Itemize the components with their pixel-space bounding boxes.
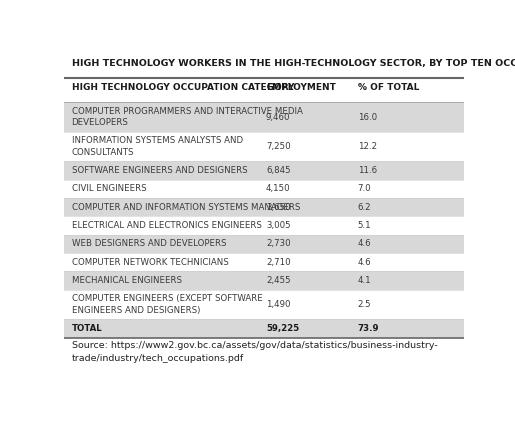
Text: HIGH TECHNOLOGY OCCUPATION CATEGORY: HIGH TECHNOLOGY OCCUPATION CATEGORY — [72, 83, 294, 92]
Text: INFORMATION SYSTEMS ANALYSTS AND
CONSULTANTS: INFORMATION SYSTEMS ANALYSTS AND CONSULT… — [72, 136, 243, 157]
Text: 9,460: 9,460 — [266, 113, 290, 122]
Text: COMPUTER AND INFORMATION SYSTEMS MANAGERS: COMPUTER AND INFORMATION SYSTEMS MANAGER… — [72, 203, 300, 212]
Text: CIVIL ENGINEERS: CIVIL ENGINEERS — [72, 184, 146, 193]
Text: 7.0: 7.0 — [358, 184, 371, 193]
Text: 2.5: 2.5 — [358, 300, 371, 309]
FancyBboxPatch shape — [64, 319, 464, 338]
Text: 4.1: 4.1 — [358, 276, 371, 285]
Text: 4.6: 4.6 — [358, 240, 371, 248]
Text: 73.9: 73.9 — [358, 324, 379, 333]
Text: 3,005: 3,005 — [266, 221, 290, 230]
Text: 5.1: 5.1 — [358, 221, 371, 230]
Text: 16.0: 16.0 — [358, 113, 377, 122]
FancyBboxPatch shape — [64, 161, 464, 180]
Text: HIGH TECHNOLOGY WORKERS IN THE HIGH-TECHNOLOGY SECTOR, BY TOP TEN OCCUPATIONS,: HIGH TECHNOLOGY WORKERS IN THE HIGH-TECH… — [72, 59, 515, 68]
Text: 6,845: 6,845 — [266, 166, 290, 175]
FancyBboxPatch shape — [64, 180, 464, 198]
Text: 3,650: 3,650 — [266, 203, 290, 212]
Text: 11.6: 11.6 — [358, 166, 377, 175]
Text: SOFTWARE ENGINEERS AND DESIGNERS: SOFTWARE ENGINEERS AND DESIGNERS — [72, 166, 247, 175]
Text: 6.2: 6.2 — [358, 203, 371, 212]
Text: % OF TOTAL: % OF TOTAL — [358, 83, 419, 92]
Text: Source: https://www2.gov.bc.ca/assets/gov/data/statistics/business-industry-
tra: Source: https://www2.gov.bc.ca/assets/go… — [72, 341, 437, 363]
Text: MECHANICAL ENGINEERS: MECHANICAL ENGINEERS — [72, 276, 182, 285]
FancyBboxPatch shape — [64, 198, 464, 216]
FancyBboxPatch shape — [64, 132, 464, 161]
Text: EMPLOYMENT: EMPLOYMENT — [266, 83, 336, 92]
Text: 59,225: 59,225 — [266, 324, 299, 333]
Text: 7,250: 7,250 — [266, 142, 290, 151]
Text: COMPUTER NETWORK TECHNICIANS: COMPUTER NETWORK TECHNICIANS — [72, 258, 228, 267]
Text: 4,150: 4,150 — [266, 184, 290, 193]
Text: COMPUTER PROGRAMMERS AND INTERACTIVE MEDIA
DEVELOPERS: COMPUTER PROGRAMMERS AND INTERACTIVE MED… — [72, 107, 302, 128]
Text: COMPUTER ENGINEERS (EXCEPT SOFTWARE
ENGINEERS AND DESIGNERS): COMPUTER ENGINEERS (EXCEPT SOFTWARE ENGI… — [72, 294, 262, 315]
Text: WEB DESIGNERS AND DEVELOPERS: WEB DESIGNERS AND DEVELOPERS — [72, 240, 226, 248]
Text: 4.6: 4.6 — [358, 258, 371, 267]
Text: 1,490: 1,490 — [266, 300, 290, 309]
FancyBboxPatch shape — [64, 235, 464, 253]
Text: 12.2: 12.2 — [358, 142, 377, 151]
FancyBboxPatch shape — [64, 290, 464, 319]
Text: 2,710: 2,710 — [266, 258, 290, 267]
Text: 2,730: 2,730 — [266, 240, 290, 248]
Text: ELECTRICAL AND ELECTRONICS ENGINEERS: ELECTRICAL AND ELECTRONICS ENGINEERS — [72, 221, 262, 230]
FancyBboxPatch shape — [64, 272, 464, 290]
FancyBboxPatch shape — [64, 216, 464, 235]
Text: TOTAL: TOTAL — [72, 324, 102, 333]
Text: 2,455: 2,455 — [266, 276, 290, 285]
FancyBboxPatch shape — [64, 253, 464, 272]
FancyBboxPatch shape — [64, 102, 464, 132]
